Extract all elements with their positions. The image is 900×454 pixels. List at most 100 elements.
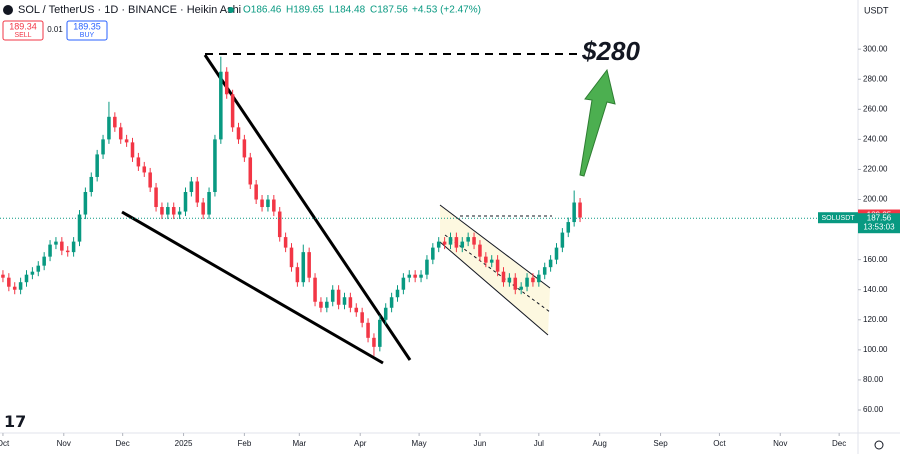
ohlc: +4.53 (+2.47%)	[412, 5, 481, 16]
candle-body	[60, 241, 64, 251]
buy-price: 189.35	[73, 21, 101, 31]
candle-body	[183, 191, 188, 212]
ohlc: H189.65	[286, 5, 324, 16]
y-tick-label: 300.00	[863, 44, 888, 53]
candle-body	[54, 241, 58, 245]
candle-body	[83, 191, 88, 215]
candle-body	[354, 307, 359, 313]
candle-body	[425, 259, 429, 275]
candle-body	[436, 241, 441, 248]
logo: 𝟭𝟳	[4, 414, 26, 431]
candle-body	[266, 199, 270, 208]
x-tick-label: Nov	[773, 439, 787, 448]
x-tick-label: Dec	[116, 439, 130, 448]
candle-body	[554, 247, 559, 260]
candle-body	[166, 207, 170, 215]
candle-body	[65, 250, 70, 253]
x-tick-label: Dec	[832, 439, 846, 448]
last-label: 187.56	[867, 213, 892, 222]
status-dot	[228, 7, 234, 13]
candle-body	[478, 244, 482, 257]
candle-body	[195, 181, 200, 203]
ohlc: O186.46	[243, 5, 282, 16]
symbol-label: SOLUSDT	[821, 215, 855, 222]
candle-body	[177, 211, 182, 215]
y-tick-label: 60.00	[863, 405, 884, 414]
candle-body	[507, 277, 512, 283]
currency[interactable]: USDT	[864, 5, 889, 15]
candle-body	[213, 139, 217, 192]
candle-body	[189, 181, 194, 192]
candle-body	[30, 271, 35, 275]
candle-body	[101, 139, 105, 155]
x-tick-label: May	[412, 439, 427, 448]
sell-button[interactable]	[2, 20, 44, 41]
qty: 0.01	[47, 25, 63, 34]
candle-body	[572, 202, 576, 223]
candles	[1, 56, 582, 356]
countdown: 13:53:03	[863, 222, 895, 231]
candle-body	[254, 184, 258, 200]
candle-body	[219, 71, 223, 140]
candle-body	[413, 274, 417, 278]
candle-body	[378, 319, 382, 347]
channel-mid	[444, 234, 551, 313]
candle-body	[7, 277, 11, 287]
symbol-icon	[3, 5, 13, 15]
candle-body	[201, 202, 205, 215]
candle-body	[578, 202, 582, 218]
candle-body	[248, 157, 253, 185]
y-tick-label: 220.00	[863, 165, 888, 174]
x-tick-label: Oct	[713, 439, 726, 448]
candle-body	[283, 237, 288, 248]
ohlc: L184.48	[329, 5, 366, 16]
y-tick-label: 160.00	[863, 255, 888, 264]
candle-body	[336, 289, 341, 305]
candle-body	[431, 247, 435, 260]
x-tick-label: Nov	[57, 439, 71, 448]
candle-body	[230, 94, 235, 128]
candle-body	[242, 139, 247, 158]
x-tick-label: Jul	[534, 439, 544, 448]
candle-body	[560, 232, 565, 248]
x-tick-label: Mar	[292, 439, 306, 448]
candle-body	[501, 271, 506, 283]
candle-body	[289, 247, 294, 268]
candle-body	[307, 252, 311, 278]
y-tick-label: 120.00	[863, 315, 888, 324]
y-tick-label: 140.00	[863, 285, 888, 294]
sell-label: SELL	[14, 32, 31, 39]
candle-body	[566, 222, 571, 233]
ohlc: C187.56	[370, 5, 408, 16]
x-tick-label: Feb	[237, 439, 251, 448]
buy-button[interactable]	[66, 20, 108, 41]
candle-body	[448, 237, 453, 245]
last-tag	[858, 213, 900, 234]
candle-body	[325, 301, 329, 308]
x-tick-label: Aug	[593, 439, 607, 448]
candle-body	[548, 259, 553, 268]
candle-body	[537, 274, 541, 283]
candle-body	[118, 127, 123, 140]
candle-body	[383, 307, 388, 320]
candle-body	[42, 256, 46, 266]
candle-body	[513, 277, 518, 290]
candle-body	[171, 207, 176, 215]
candle-body	[154, 187, 158, 208]
candle-body	[77, 214, 82, 242]
candle-body	[36, 265, 41, 272]
candle-body	[95, 154, 99, 177]
channel-top	[439, 204, 551, 289]
candle-body	[224, 71, 229, 95]
candle-body	[484, 256, 488, 263]
candle-body	[48, 244, 52, 257]
candle-body	[301, 252, 306, 283]
x-tick-label: Jun	[473, 439, 486, 448]
candle-body	[395, 289, 400, 298]
candle-body	[360, 312, 364, 323]
settings[interactable]	[874, 440, 884, 450]
candle-body	[348, 297, 353, 308]
candle-body	[519, 286, 523, 290]
y-tick-label: 240.00	[863, 134, 888, 143]
